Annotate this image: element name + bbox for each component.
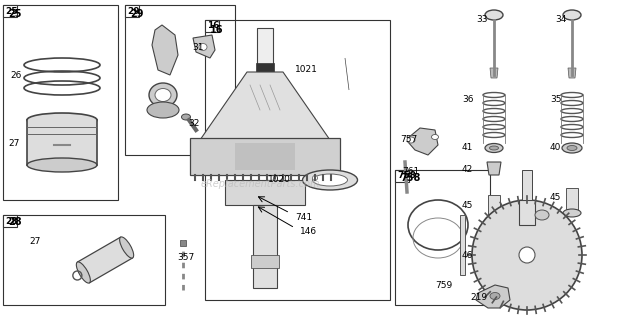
Bar — [395, 170, 490, 305]
Ellipse shape — [535, 210, 549, 220]
Polygon shape — [152, 25, 178, 75]
Ellipse shape — [155, 88, 171, 101]
Polygon shape — [566, 188, 578, 213]
Text: 758: 758 — [397, 171, 416, 180]
Polygon shape — [225, 180, 305, 205]
Text: 45: 45 — [462, 200, 474, 210]
Text: 45: 45 — [550, 193, 561, 203]
Ellipse shape — [312, 174, 347, 186]
Text: 219: 219 — [470, 294, 487, 302]
Text: 16: 16 — [210, 25, 223, 35]
Polygon shape — [476, 285, 510, 308]
Text: eReplacementParts.com: eReplacementParts.com — [201, 179, 320, 189]
Polygon shape — [487, 162, 501, 175]
Bar — [27, 120, 97, 165]
Ellipse shape — [147, 102, 179, 118]
Text: 741: 741 — [295, 214, 312, 223]
Text: 25: 25 — [8, 9, 22, 19]
Ellipse shape — [76, 262, 91, 283]
Polygon shape — [193, 35, 215, 58]
Text: 42: 42 — [462, 165, 473, 174]
Text: 27: 27 — [29, 237, 40, 247]
Ellipse shape — [485, 10, 503, 20]
Ellipse shape — [563, 209, 581, 217]
Circle shape — [519, 247, 535, 263]
Ellipse shape — [27, 158, 97, 172]
Polygon shape — [256, 63, 274, 72]
Polygon shape — [408, 128, 438, 155]
Text: 29: 29 — [127, 7, 140, 16]
Ellipse shape — [432, 134, 438, 139]
Ellipse shape — [562, 143, 582, 153]
Text: 1020: 1020 — [268, 176, 291, 184]
Text: 1021: 1021 — [295, 66, 318, 74]
Bar — [3, 215, 17, 227]
Bar — [125, 5, 235, 155]
Ellipse shape — [407, 137, 415, 143]
Ellipse shape — [485, 216, 503, 224]
Polygon shape — [257, 28, 273, 65]
Text: 31: 31 — [192, 42, 203, 51]
Polygon shape — [190, 138, 340, 175]
Text: 40: 40 — [550, 144, 561, 152]
Text: 357: 357 — [177, 253, 194, 262]
Text: 758: 758 — [400, 173, 420, 183]
Text: 36: 36 — [462, 95, 474, 105]
Polygon shape — [235, 143, 295, 170]
Polygon shape — [180, 240, 186, 246]
Text: 29: 29 — [130, 9, 143, 19]
Ellipse shape — [27, 113, 97, 127]
Text: 28: 28 — [8, 217, 22, 227]
Polygon shape — [251, 255, 279, 268]
Bar — [3, 5, 17, 17]
Bar — [395, 170, 409, 182]
Circle shape — [472, 200, 582, 310]
Text: 41: 41 — [462, 144, 474, 152]
Polygon shape — [253, 205, 277, 288]
Polygon shape — [568, 68, 576, 78]
Polygon shape — [519, 200, 535, 225]
Text: 35: 35 — [550, 95, 562, 105]
Ellipse shape — [120, 237, 134, 258]
Ellipse shape — [149, 83, 177, 107]
Ellipse shape — [567, 146, 577, 151]
Ellipse shape — [182, 114, 190, 120]
Text: 34: 34 — [555, 16, 567, 24]
Text: 146: 146 — [300, 228, 317, 236]
Text: 25: 25 — [5, 7, 17, 16]
Text: 757: 757 — [400, 135, 417, 145]
Ellipse shape — [303, 170, 358, 190]
Text: 46: 46 — [462, 250, 474, 260]
Ellipse shape — [199, 43, 207, 50]
Bar — [205, 20, 390, 300]
Ellipse shape — [490, 293, 500, 300]
Text: 28: 28 — [5, 217, 17, 225]
Polygon shape — [460, 215, 465, 275]
Polygon shape — [345, 58, 349, 90]
Bar — [3, 5, 118, 200]
Polygon shape — [490, 68, 498, 78]
Text: 33: 33 — [476, 16, 487, 24]
Text: 759: 759 — [435, 281, 452, 289]
Bar — [3, 215, 165, 305]
Polygon shape — [488, 195, 500, 220]
Text: 26: 26 — [10, 70, 21, 80]
Text: 16: 16 — [207, 22, 219, 30]
Polygon shape — [78, 237, 133, 283]
Ellipse shape — [485, 144, 503, 152]
Ellipse shape — [312, 176, 317, 180]
Ellipse shape — [490, 146, 498, 150]
Polygon shape — [522, 170, 532, 200]
Text: 27: 27 — [8, 139, 19, 147]
Ellipse shape — [563, 10, 581, 20]
Text: 761: 761 — [402, 167, 419, 177]
Bar — [205, 20, 219, 32]
Text: 32: 32 — [188, 119, 200, 127]
Bar — [125, 5, 139, 17]
Polygon shape — [200, 72, 330, 140]
